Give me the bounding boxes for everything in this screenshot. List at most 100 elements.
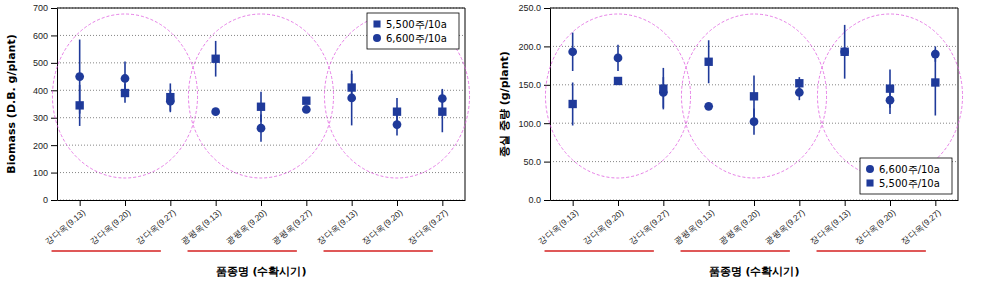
grid xyxy=(57,8,465,200)
tick-mark xyxy=(51,118,57,119)
tick-mark xyxy=(216,200,217,206)
grid xyxy=(550,8,958,200)
point xyxy=(393,120,402,129)
point xyxy=(121,74,130,83)
legend-marker xyxy=(866,165,874,173)
tick: 강다옥(9.27) xyxy=(627,200,671,247)
tick: 50.0 xyxy=(523,157,550,167)
legend-box xyxy=(860,158,952,194)
tick-label: 장다옥(9.27) xyxy=(899,207,943,246)
frame xyxy=(550,8,958,9)
point xyxy=(931,78,939,86)
x-axis-title: 품종명 (수확시기) xyxy=(216,265,307,278)
tick-label: 강다옥(9.20) xyxy=(581,207,625,246)
tick: 광평옥(9.13) xyxy=(672,200,716,247)
tick: 광평옥(9.20) xyxy=(224,200,268,247)
legend: 6,600주/10a5,500주/10a xyxy=(860,158,952,194)
tick-label: 500 xyxy=(33,58,48,68)
group-underline xyxy=(324,250,433,252)
tick-label: 600 xyxy=(33,31,48,41)
tick-label: 광평옥(9.13) xyxy=(672,207,716,246)
group-ellipse xyxy=(817,14,962,178)
tick: 0 xyxy=(43,195,57,205)
y-axis-title: Biomass (D.B. g/plant) xyxy=(5,34,18,173)
group-underline xyxy=(52,250,161,252)
tick: 200.0 xyxy=(518,42,550,52)
legend-label: 6,600주/10a xyxy=(386,33,447,44)
tick: 장다옥(9.27) xyxy=(899,200,943,247)
tick: 150.0 xyxy=(518,80,550,90)
tick: 250.0 xyxy=(518,3,550,13)
tick-label: 장다옥(9.27) xyxy=(406,207,450,246)
y-axis: 0.0 50.0 100.0 150.0 200.0 250.0 xyxy=(518,3,550,205)
tick: 0.0 xyxy=(528,195,550,205)
tick: 장다옥(9.20) xyxy=(853,200,897,247)
figure: 0100200300400500600700강다옥(9.13)강다옥(9.20)… xyxy=(0,0,982,292)
frame xyxy=(465,8,466,200)
chart: 0100200300400500600700강다옥(9.13)강다옥(9.20)… xyxy=(5,3,470,278)
tick-mark xyxy=(261,200,262,206)
tick: 장다옥(9.20) xyxy=(360,200,404,247)
grid-line xyxy=(550,46,958,47)
tick-label: 강다옥(9.13) xyxy=(536,207,580,246)
tick: 광평옥(9.27) xyxy=(270,200,314,247)
point xyxy=(347,94,356,103)
group-ellipse xyxy=(188,14,333,178)
tick: 100.0 xyxy=(518,119,550,129)
tick-label: 광평옥(9.20) xyxy=(224,207,268,246)
tick-label: 150.0 xyxy=(518,80,541,90)
point xyxy=(302,105,311,114)
grid-line xyxy=(57,62,465,63)
x-axis: 강다옥(9.13)강다옥(9.20)강다옥(9.27)광평옥(9.13)광평옥(… xyxy=(43,200,466,247)
series xyxy=(568,25,939,126)
group-ellipse xyxy=(545,14,690,178)
tick-mark xyxy=(125,200,126,206)
tick-label: 광평옥(9.13) xyxy=(179,207,223,246)
grid-line xyxy=(57,172,465,173)
tick-label: 장다옥(9.13) xyxy=(808,207,852,246)
tick-mark xyxy=(352,200,353,206)
tick-mark xyxy=(544,8,550,9)
tick-mark xyxy=(397,200,398,206)
point xyxy=(659,84,667,92)
grid-line xyxy=(57,8,465,9)
tick: 장다옥(9.13) xyxy=(315,200,359,247)
grid-line xyxy=(550,8,958,9)
tick-label: 50.0 xyxy=(523,157,541,167)
point xyxy=(302,97,310,105)
point xyxy=(438,94,447,103)
tick: 700 xyxy=(33,3,57,13)
point xyxy=(795,88,804,97)
tick-mark xyxy=(618,200,619,206)
legend-marker xyxy=(373,20,380,27)
tick: 강다옥(9.20) xyxy=(88,200,132,247)
tick-label: 200 xyxy=(33,141,48,151)
point xyxy=(211,55,219,63)
legend-box xyxy=(367,13,459,49)
tick-mark xyxy=(799,200,800,206)
tick: 500 xyxy=(33,58,57,68)
chart: 0.050.0100.0150.0200.0250.0강다옥(9.13)강다옥(… xyxy=(498,3,963,278)
tick: 강다옥(9.13) xyxy=(43,200,87,247)
group-underline xyxy=(681,250,790,252)
tick: 광평옥(9.20) xyxy=(717,200,761,247)
tick: 광평옥(9.13) xyxy=(179,200,223,247)
tick-label: 강다옥(9.27) xyxy=(134,207,178,246)
tick-label: 700 xyxy=(33,3,48,13)
tick: 강다옥(9.20) xyxy=(581,200,625,247)
tick-label: 100 xyxy=(33,168,48,178)
legend: 5,500주/10a6,600주/10a xyxy=(367,13,459,49)
point xyxy=(750,92,758,100)
tick: 강다옥(9.27) xyxy=(134,200,178,247)
tick-label: 광평옥(9.27) xyxy=(270,207,314,246)
frame xyxy=(57,8,465,9)
point xyxy=(75,72,84,81)
point xyxy=(795,79,803,87)
tick-mark xyxy=(51,90,57,91)
x-axis: 강다옥(9.13)강다옥(9.20)강다옥(9.27)광평옥(9.13)광평옥(… xyxy=(536,200,959,247)
tick: 300 xyxy=(33,113,57,123)
tick-mark xyxy=(51,200,57,201)
point xyxy=(257,124,266,133)
tick-mark xyxy=(51,63,57,64)
tick: 광평옥(9.27) xyxy=(763,200,807,247)
